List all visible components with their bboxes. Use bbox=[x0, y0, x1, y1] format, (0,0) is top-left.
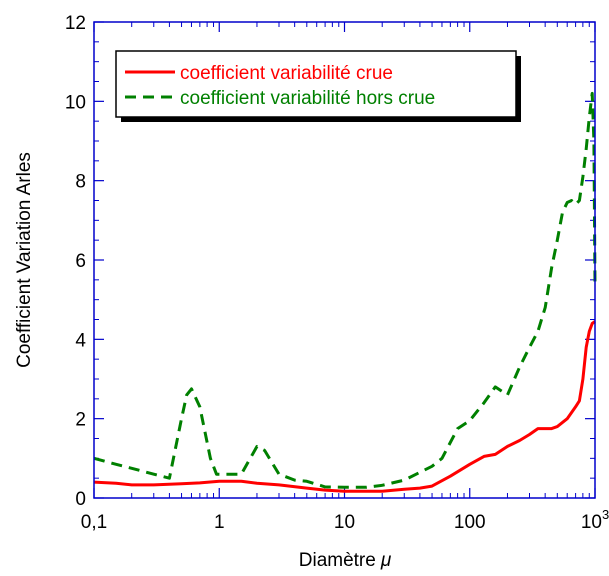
x-tick-label: 0,1 bbox=[81, 512, 107, 533]
y-axis-title: Coefficient Variation Arles bbox=[14, 152, 35, 368]
x-tick-label: 10 bbox=[334, 512, 355, 533]
x-tick-label-text: 10 bbox=[334, 512, 355, 533]
x-tick-label-exponent: 3 bbox=[602, 507, 609, 522]
x-tick-label: 103 bbox=[581, 507, 609, 533]
x-tick-label: 1 bbox=[214, 512, 225, 533]
x-tick-label: 100 bbox=[454, 512, 486, 533]
x-tick-label-text: 100 bbox=[454, 512, 486, 533]
x-axis-title-text: Diamètre bbox=[299, 550, 376, 571]
plot-frame bbox=[93, 21, 596, 499]
legend-label-hors-crue: coefficient variabilité hors crue bbox=[180, 88, 435, 109]
x-axis-title: Diamètre μ bbox=[299, 550, 392, 571]
y-tick-label: 0 bbox=[75, 489, 86, 510]
x-axis-title-symbol: μ bbox=[380, 550, 392, 571]
series-line-hors-crue bbox=[93, 91, 597, 489]
x-tick-label-text: 1 bbox=[214, 512, 225, 533]
legend-label-crue: coefficient variabilité crue bbox=[180, 63, 393, 84]
x-tick-label-text: 10 bbox=[581, 512, 602, 533]
y-tick-label: 8 bbox=[75, 172, 86, 193]
series-line-crue bbox=[93, 320, 596, 493]
x-tick-label-text: 0,1 bbox=[81, 512, 107, 533]
y-tick-label: 2 bbox=[75, 410, 86, 431]
y-tick-label: 10 bbox=[65, 92, 86, 113]
legend-box bbox=[115, 50, 517, 118]
y-tick-label: 6 bbox=[75, 251, 86, 272]
y-tick-label: 4 bbox=[75, 330, 86, 351]
legend: coefficient variabilité crue coefficient… bbox=[115, 50, 521, 122]
y-tick-label: 12 bbox=[65, 13, 86, 34]
series-layer bbox=[93, 91, 597, 493]
